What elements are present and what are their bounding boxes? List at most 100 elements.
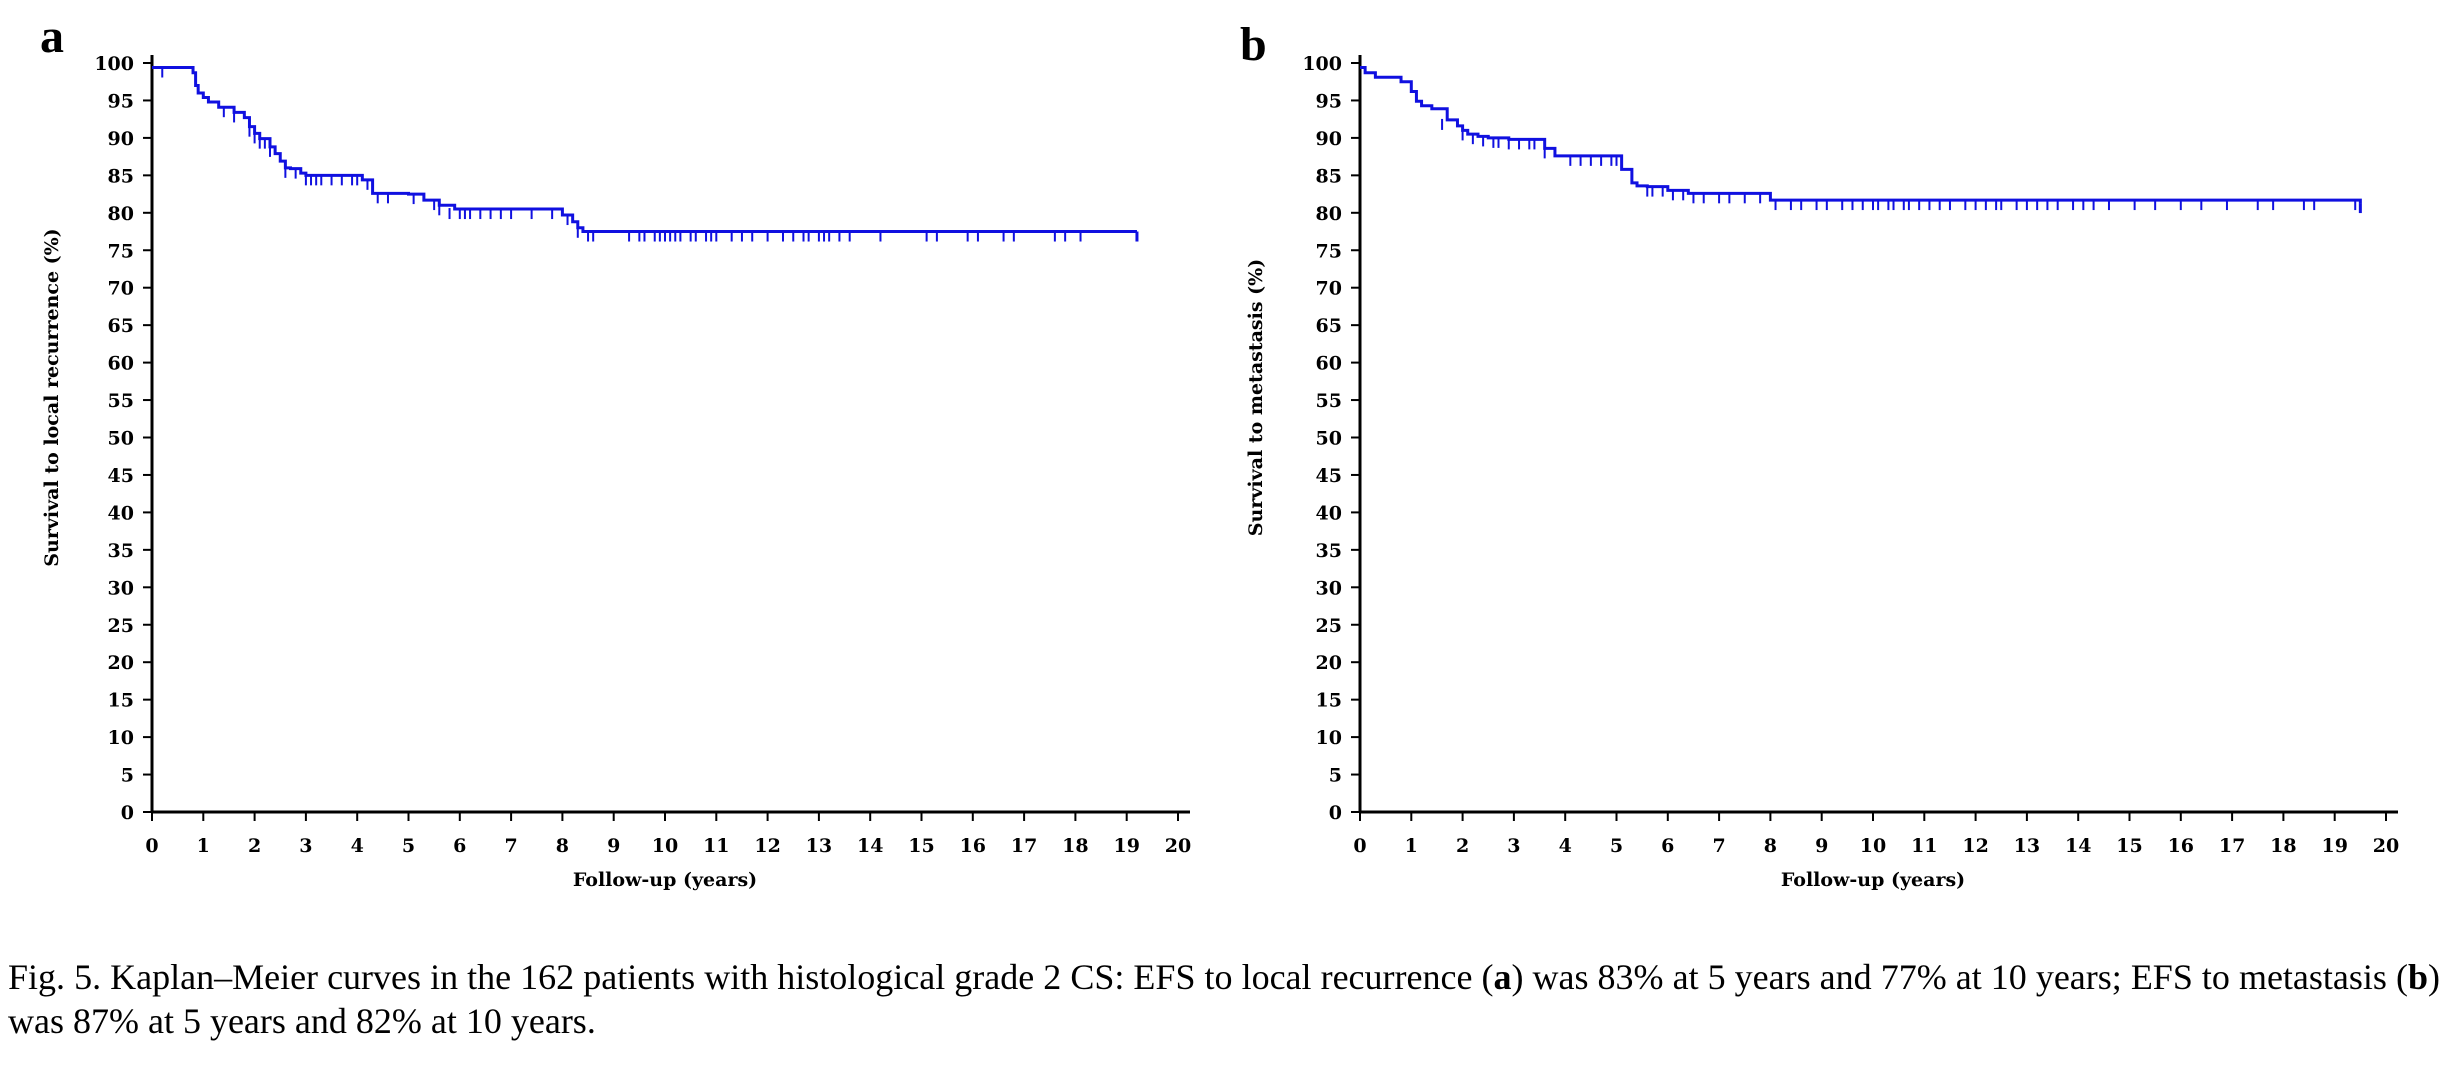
- y-tick-label: 65: [108, 315, 134, 337]
- y-tick-label: 75: [1316, 240, 1342, 262]
- chart-panel-a: a0 1 2 3 4 5 6 7 8 9 10 11 12 13 14 15 16 17 18 19 200510152…: [40, 10, 1191, 891]
- y-tick-label: 5: [121, 765, 134, 787]
- y-tick-label: 45: [108, 465, 134, 487]
- x-tick-label: 5: [1610, 835, 1623, 857]
- y-tick-label: 45: [1316, 465, 1342, 487]
- y-tick-label: 85: [108, 165, 134, 187]
- x-tick-label: 15: [2116, 835, 2142, 857]
- x-tick-label: 15: [908, 835, 934, 857]
- x-tick-label: 2: [248, 835, 261, 857]
- figure-canvas: a0 1 2 3 4 5 6 7 8 9 10 11 12 13 14 15 16 17 18 19 200510152…: [40, 10, 2399, 891]
- x-tick-label: 17: [2219, 835, 2245, 857]
- x-tick-label: 8: [1764, 835, 1777, 857]
- x-tick-label: 4: [351, 835, 364, 857]
- x-tick-label: 18: [2270, 835, 2296, 857]
- x-axis-title: Follow-up (years): [573, 869, 757, 891]
- x-tick-label: 14: [2065, 835, 2091, 857]
- x-tick-label: 0: [145, 835, 158, 857]
- y-tick-label: 75: [108, 240, 134, 262]
- y-tick-label: 30: [1316, 577, 1342, 599]
- x-tick-label: 9: [607, 835, 620, 857]
- y-tick-label: 60: [108, 353, 134, 375]
- y-tick-label: 20: [108, 652, 134, 674]
- y-tick-label: 35: [1316, 540, 1342, 562]
- y-tick-label: 40: [1316, 502, 1342, 524]
- y-tick-label: 50: [1316, 428, 1342, 450]
- y-tick-label: 10: [108, 727, 134, 749]
- x-tick-label: 8: [556, 835, 569, 857]
- x-tick-label: 16: [960, 835, 986, 857]
- y-tick-label: 55: [1316, 390, 1342, 412]
- y-tick-label: 90: [108, 128, 134, 150]
- x-tick-label: 6: [453, 835, 466, 857]
- panel-label-a: a: [40, 10, 64, 63]
- x-tick-label: 13: [2014, 835, 2040, 857]
- x-tick-label: 5: [402, 835, 415, 857]
- chart-panel-b: b0 1 2 3 4 5 6 7 8 9 10 11 12 13 14 15 16 17 18 19 200510152…: [1240, 18, 2399, 891]
- survival-curve: [1360, 65, 2362, 204]
- x-tick-label: 10: [1860, 835, 1886, 857]
- caption-text-2: ) was 83% at 5 years and 77% at 10 years…: [1511, 957, 2408, 997]
- x-tick-label: 11: [703, 835, 729, 857]
- y-tick-label: 20: [1316, 652, 1342, 674]
- y-axis-title: Survival to local recurrence (%): [41, 228, 63, 566]
- caption-text-3: ) was 87% at 5 years and 82% at 10 years…: [8, 957, 2440, 1041]
- x-tick-label: 3: [1507, 835, 1520, 857]
- x-tick-label: 16: [2168, 835, 2194, 857]
- x-tick-label: 9: [1815, 835, 1828, 857]
- x-tick-label: 6: [1661, 835, 1674, 857]
- y-tick-label: 0: [121, 802, 134, 824]
- y-tick-label: 70: [108, 278, 134, 300]
- x-tick-label: 12: [754, 835, 780, 857]
- survival-curve: [152, 65, 1137, 234]
- x-tick-label: 12: [1962, 835, 1988, 857]
- x-tick-label: 3: [299, 835, 312, 857]
- y-axis-title: Survival to metastasis (%): [1245, 259, 1267, 536]
- x-tick-label: 2: [1456, 835, 1469, 857]
- x-tick-label: 1: [197, 835, 210, 857]
- y-tick-label: 15: [108, 690, 134, 712]
- x-tick-label: 20: [2373, 835, 2399, 857]
- x-tick-label: 19: [1113, 835, 1139, 857]
- y-tick-label: 10: [1316, 727, 1342, 749]
- y-tick-label: 0: [1329, 802, 1342, 824]
- y-tick-label: 15: [1316, 690, 1342, 712]
- x-tick-label: 20: [1165, 835, 1191, 857]
- y-tick-label: 100: [1302, 53, 1342, 75]
- caption-ref-b: b: [2407, 957, 2428, 997]
- y-tick-label: 85: [1316, 165, 1342, 187]
- y-tick-label: 90: [1316, 128, 1342, 150]
- figure-caption: Fig. 5. Kaplan–Meier curves in the 162 p…: [8, 955, 2440, 1043]
- y-tick-label: 95: [1316, 90, 1342, 112]
- panel-label-b: b: [1240, 18, 1267, 71]
- y-tick-label: 80: [1316, 203, 1342, 225]
- x-tick-label: 0: [1353, 835, 1366, 857]
- y-tick-label: 40: [108, 502, 134, 524]
- caption-text-1: Fig. 5. Kaplan–Meier curves in the 162 p…: [8, 957, 1494, 997]
- y-tick-label: 50: [108, 428, 134, 450]
- y-tick-label: 100: [94, 53, 134, 75]
- x-tick-label: 7: [504, 835, 517, 857]
- x-tick-label: 10: [652, 835, 678, 857]
- y-tick-label: 80: [108, 203, 134, 225]
- x-tick-label: 14: [857, 835, 883, 857]
- x-tick-label: 19: [2321, 835, 2347, 857]
- x-axis-title: Follow-up (years): [1781, 869, 1965, 891]
- y-tick-label: 55: [108, 390, 134, 412]
- x-tick-label: 11: [1911, 835, 1937, 857]
- y-tick-label: 25: [108, 615, 134, 637]
- x-tick-label: 1: [1405, 835, 1418, 857]
- x-tick-label: 13: [806, 835, 832, 857]
- x-tick-label: 18: [1062, 835, 1088, 857]
- y-tick-label: 5: [1329, 765, 1342, 787]
- y-tick-label: 70: [1316, 278, 1342, 300]
- x-tick-label: 17: [1011, 835, 1037, 857]
- x-tick-label: 4: [1559, 835, 1572, 857]
- caption-ref-a: a: [1493, 957, 1512, 997]
- y-tick-label: 25: [1316, 615, 1342, 637]
- x-tick-label: 7: [1712, 835, 1725, 857]
- y-tick-label: 35: [108, 540, 134, 562]
- y-tick-label: 30: [108, 577, 134, 599]
- y-tick-label: 95: [108, 90, 134, 112]
- y-tick-label: 60: [1316, 353, 1342, 375]
